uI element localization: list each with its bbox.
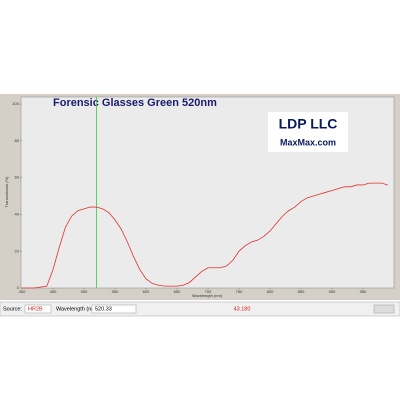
y-axis-label: Transmission (%): [4, 176, 9, 208]
toolbar-button[interactable]: [373, 304, 395, 314]
line-series: [22, 182, 388, 289]
source-value: HR2B: [28, 306, 43, 312]
x-tick-label: 950: [360, 289, 367, 294]
y-tick-label: 0: [17, 285, 20, 290]
y-tick-label: 80: [15, 138, 20, 143]
x-tick-label: 650: [174, 289, 181, 294]
x-tick-label: 550: [112, 289, 119, 294]
y-tick-label: 60: [15, 175, 20, 180]
y-tick-label: 100: [12, 101, 19, 106]
x-tick-label: 700: [205, 289, 212, 294]
wavelength-label: Wavelength (nm):: [56, 306, 100, 312]
reading: 43.180: [234, 306, 251, 312]
x-tick-label: 800: [267, 289, 274, 294]
y-tick-label: 20: [15, 248, 20, 253]
logo: LDP LLC: [279, 116, 338, 132]
x-tick-label: 450: [50, 289, 57, 294]
wavelength-input[interactable]: [91, 304, 137, 314]
x-axis-label: Wavelength (nm): [192, 293, 223, 298]
x-tick-label: 500: [81, 289, 88, 294]
logo-box: [268, 112, 348, 152]
x-tick-label: 750: [236, 289, 243, 294]
x-tick-label: 600: [143, 289, 150, 294]
logo-url: MaxMax.com: [280, 137, 336, 147]
x-tick-label: 850: [298, 289, 305, 294]
x-tick-label: 900: [329, 289, 336, 294]
x-tick-label: 400: [19, 289, 26, 294]
source-label: Source:: [3, 306, 22, 312]
chart-title: Forensic Glasses Green 520nm: [53, 97, 217, 109]
wavelength-value: 520.33: [95, 306, 112, 312]
source-dropdown[interactable]: [24, 304, 52, 314]
y-tick-label: 40: [15, 211, 20, 216]
